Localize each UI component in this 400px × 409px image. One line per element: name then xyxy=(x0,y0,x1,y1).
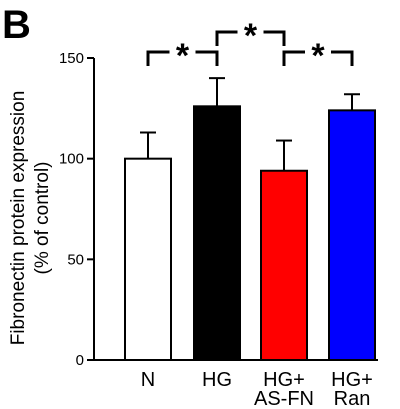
bar-1 xyxy=(124,157,172,361)
significance-star: * xyxy=(176,37,190,75)
y-tick-label: 150 xyxy=(59,50,84,67)
y-axis-label-line2: (% of control) xyxy=(32,162,53,275)
error-bars xyxy=(140,77,360,171)
x-category-label: HG+ xyxy=(263,369,305,391)
bar-3 xyxy=(260,169,308,361)
x-category-label-line2: AS-FN xyxy=(254,388,314,409)
significance-brackets: * * * xyxy=(146,17,354,75)
x-category-label-line2: Ran xyxy=(334,388,371,409)
significance-star: * xyxy=(244,17,258,55)
y-axis-label-line1: Fibronectin protein expression xyxy=(8,91,29,346)
y-axis-ticks: 0 50 100 150 xyxy=(59,50,94,369)
significance-bracket xyxy=(282,50,354,66)
x-category-label: HG+ xyxy=(331,369,373,391)
significance-star: * xyxy=(311,37,325,75)
bars xyxy=(124,105,376,361)
significance-bracket xyxy=(146,50,219,66)
y-tick-label: 50 xyxy=(67,251,84,268)
y-tick-label: 0 xyxy=(76,352,84,369)
bar-2 xyxy=(193,105,241,361)
y-axis-label: Fibronectin protein expression (% of con… xyxy=(8,91,53,346)
x-category-label: N xyxy=(141,369,155,391)
panel-label: B xyxy=(2,3,31,47)
x-category-label: HG xyxy=(202,369,232,391)
y-tick-label: 100 xyxy=(59,151,84,168)
bar-4 xyxy=(328,109,376,361)
significance-bracket xyxy=(215,30,286,46)
